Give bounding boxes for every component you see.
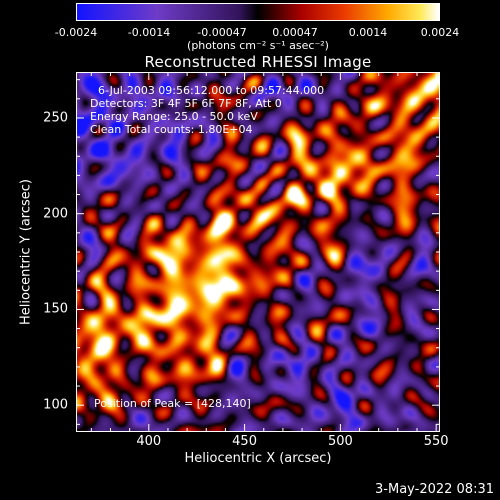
y-tick-label: 150 [43,301,68,317]
date-stamp: 3-May-2022 08:31 [375,482,494,497]
heatmap-image [77,73,439,431]
peak-position-annotation: Position of Peak = [428,140] [94,397,251,410]
x-tick-label: 500 [327,434,353,449]
colorbar-tick: -0.0014 [127,26,171,39]
colorbar-tick: -0.00047 [197,26,247,39]
x-tick-label: 550 [423,434,449,449]
detectors-annotation: Detectors: 3F 4F 5F 6F 7F 8F, Att 0 [90,97,282,110]
chart-title: Reconstructed RHESSI Image [144,53,372,71]
x-tick-label: 400 [136,434,162,449]
colorbar-unit-label: (photons cm⁻² s⁻¹ asec⁻²) [187,39,329,52]
y-tick-label: 250 [43,110,68,126]
x-tick-label: 450 [232,434,257,449]
colorbar [76,3,440,21]
y-axis-label: Heliocentric Y (arcsec) [18,179,34,325]
time-range-annotation: 6-Jul-2003 09:56:12.000 to 09:57:44.000 [98,84,325,97]
y-tick-label: 200 [43,206,68,222]
colorbar-tick: 0.00047 [272,26,318,39]
x-axis-label: Heliocentric X (arcsec) [184,451,332,466]
colorbar-tick: 0.0014 [348,26,388,39]
clean-annotation: Clean Total counts: 1.80E+04 [90,123,253,136]
colorbar-tick: 0.0024 [420,26,460,39]
energy-annotation: Energy Range: 25.0 - 50.0 keV [90,110,258,123]
y-tick-label: 100 [43,397,68,413]
colorbar-tick: -0.0024 [54,26,98,39]
